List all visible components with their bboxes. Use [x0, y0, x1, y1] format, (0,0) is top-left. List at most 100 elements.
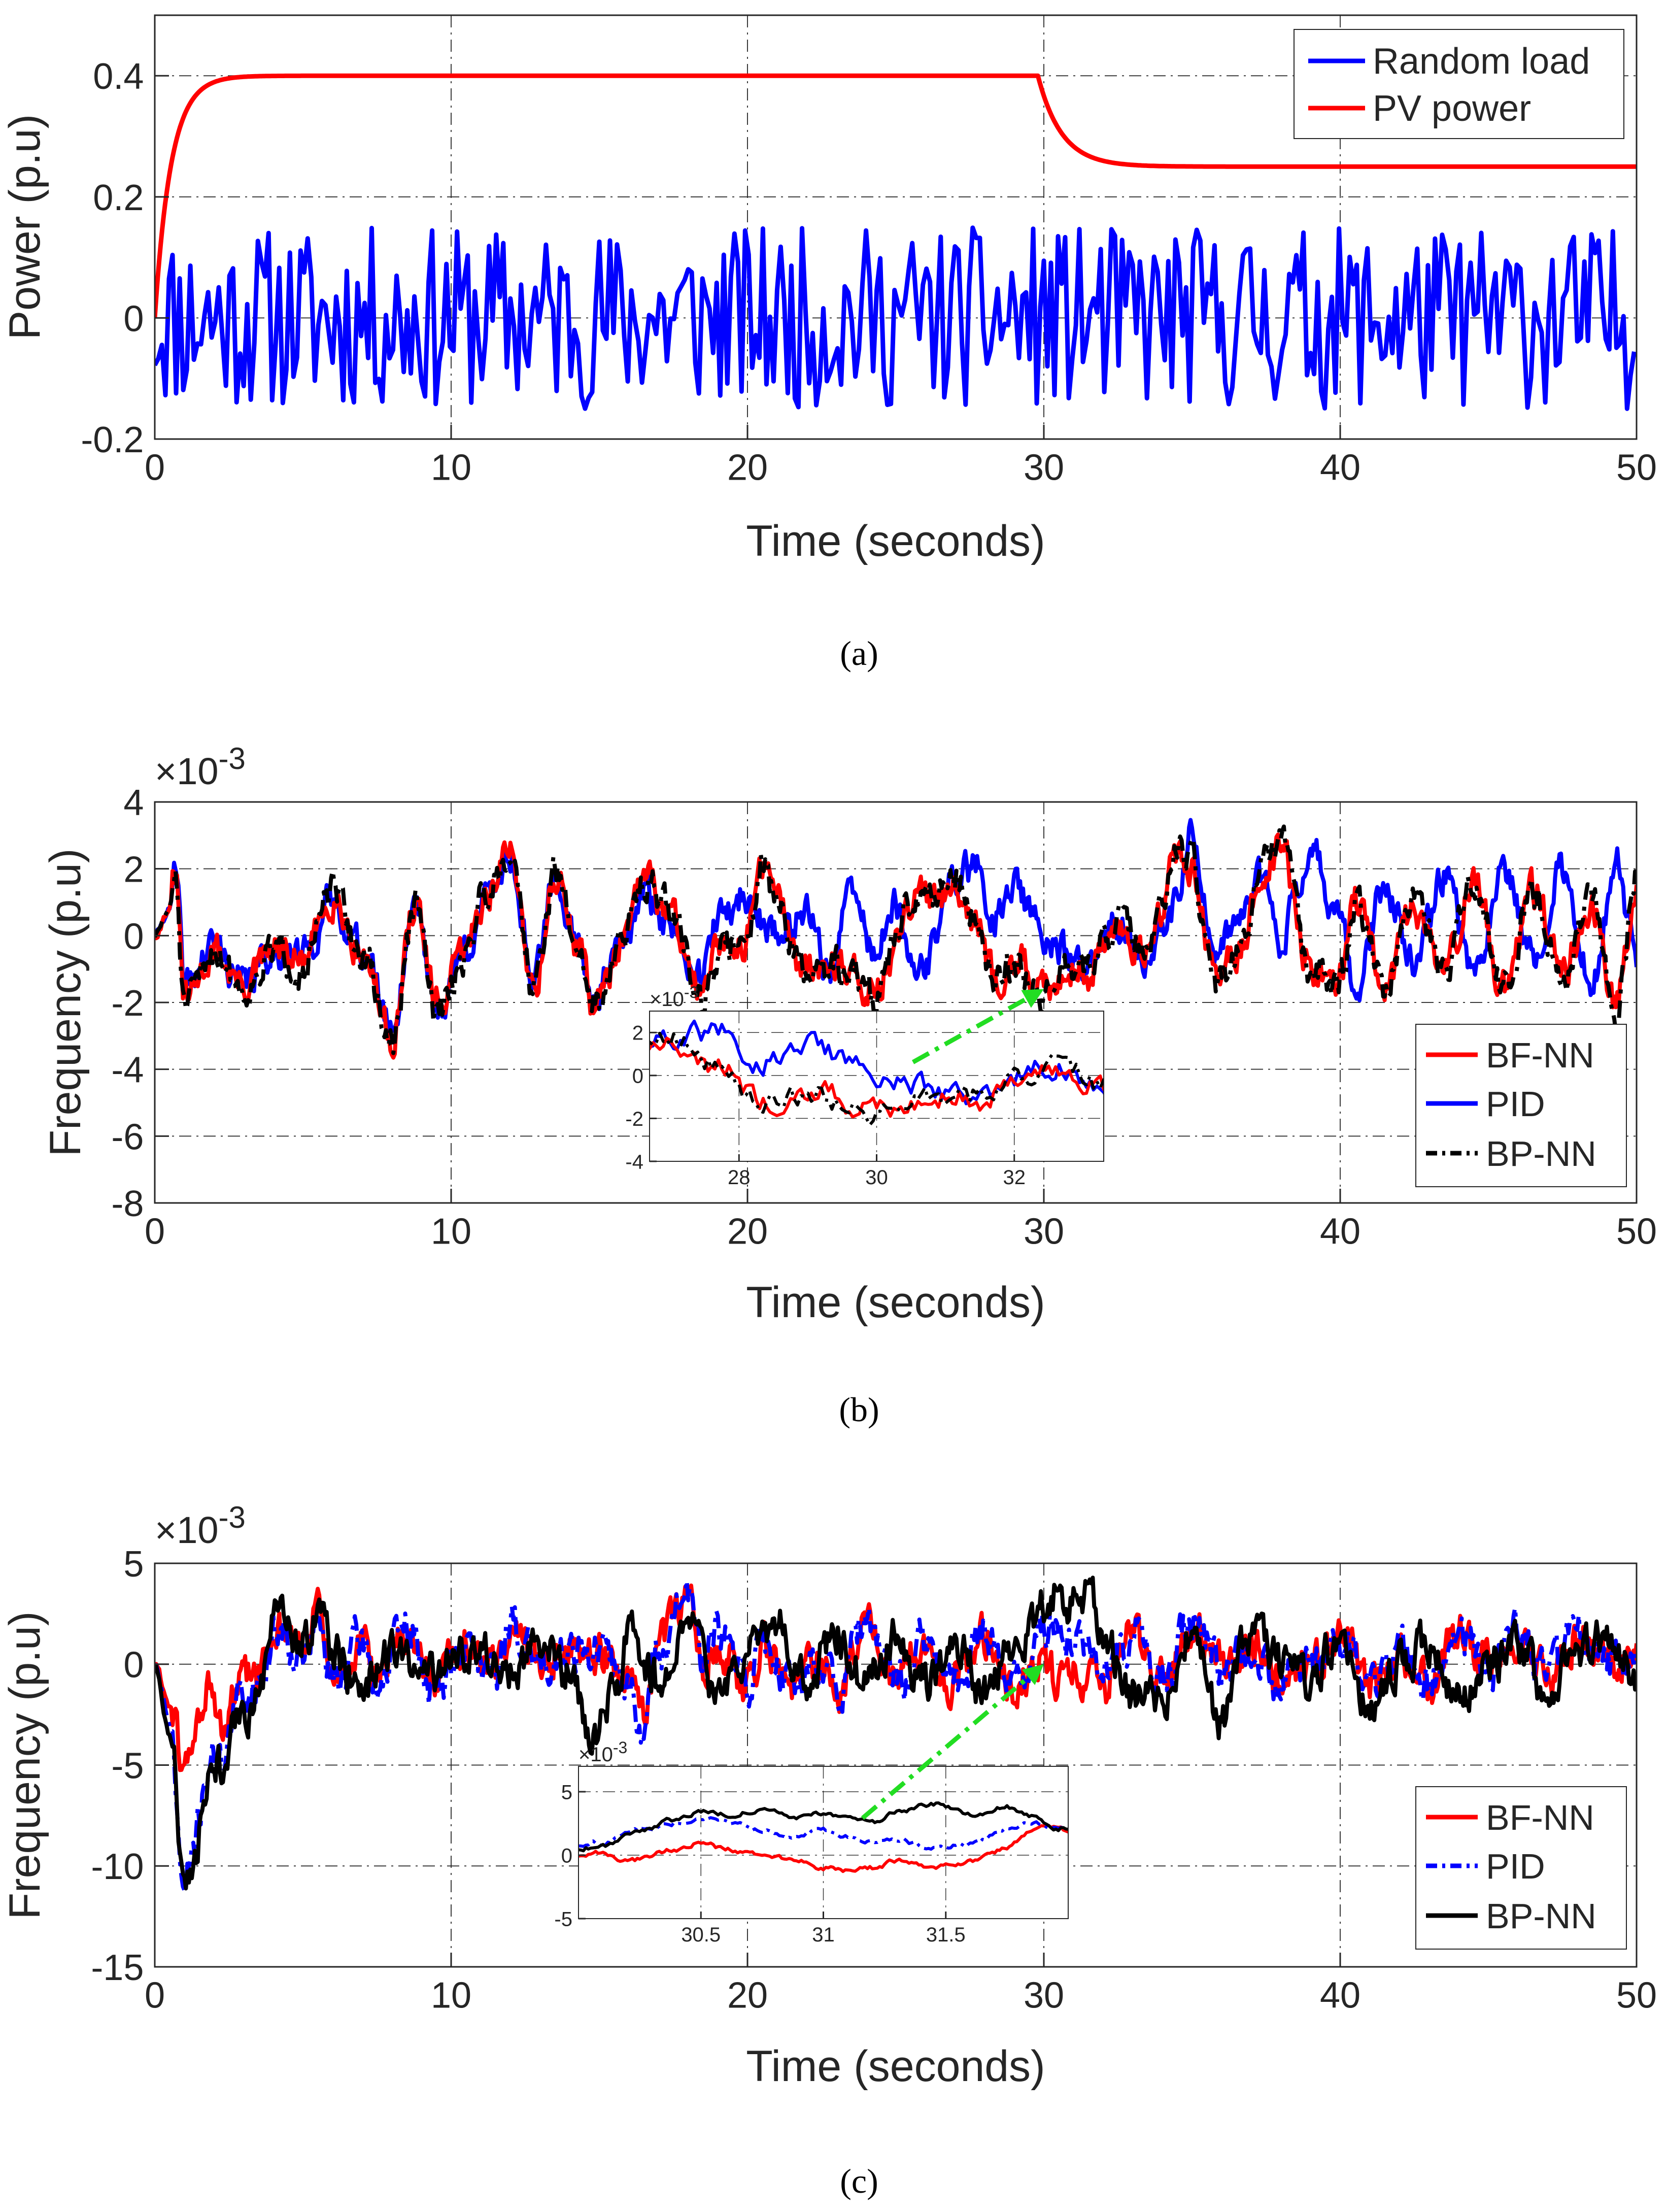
inset-series-line-b-pid: [650, 1019, 1104, 1105]
x-tick-label-b-main: 30: [1024, 1212, 1064, 1252]
x-tick-label-c-main: 40: [1320, 1975, 1360, 2016]
x-tick-label-a-main: 20: [727, 448, 768, 488]
y-tick-label-a-main: 0: [123, 298, 144, 339]
inset-lines-b: [650, 1019, 1104, 1127]
x-tick-label-c-main: 0: [145, 1975, 165, 2016]
legend-label-c-bf-nn: BF-NN: [1486, 1798, 1594, 1837]
y-tick-label-c-main: 0: [123, 1645, 144, 1686]
legend-box-a: [1294, 29, 1624, 139]
x-tick-label-a-main: 30: [1024, 448, 1064, 488]
ticks-a: 0 10 20 30 40 50-0.200.20.4: [81, 56, 1657, 488]
y-tick-label-b-main: 4: [123, 783, 144, 823]
x-axis-label-c: Time (seconds): [746, 2042, 1045, 2091]
inset-exponent-label-c: ×10-3: [579, 1738, 627, 1766]
x-tick-label-b-main: 10: [431, 1212, 471, 1252]
x-tick-label-b-inset: 32: [1003, 1166, 1026, 1189]
y-tick-label-b-inset: 0: [632, 1065, 643, 1087]
x-tick-label-a-main: 10: [431, 448, 471, 488]
inset-series-line-c-bp-nn: [579, 1801, 1068, 1853]
caption-a: (a): [840, 634, 878, 673]
x-tick-label-b-inset: 28: [728, 1166, 751, 1189]
y-tick-label-b-main: -6: [111, 1117, 144, 1157]
caption-b: (b): [839, 1390, 879, 1429]
x-tick-label-b-main: 0: [145, 1212, 165, 1252]
legend-label-b-bf-nn: BF-NN: [1486, 1035, 1594, 1075]
legend-label-b-bp-nn: BP-NN: [1486, 1134, 1596, 1174]
inset-series-line-b-bf-nn: [650, 1036, 1104, 1119]
legend-label-a-pv-power: PV power: [1373, 88, 1531, 129]
ticks-c: 0 10 20 30 40 50 -15 -10 -5 0 5: [91, 1544, 1657, 2016]
legend-b: BF-NN PID BP-NN: [1415, 1024, 1627, 1187]
x-tick-label-c-main: 30: [1024, 1975, 1064, 2016]
x-axis-label-a: Time (seconds): [746, 517, 1045, 565]
lines-c: [155, 1576, 1637, 1893]
legend-c: BF-NN PID BP-NN: [1415, 1786, 1627, 1950]
lines-a: [155, 73, 1637, 411]
x-tick-label-b-main: 20: [727, 1212, 768, 1252]
y-tick-label-a-main: 0.4: [93, 56, 144, 97]
chart-c: 0 10 20 30 40 50 -15 -10 -5 0 5 ×10-3 Time (second…: [1, 1500, 1657, 2091]
chart-a: 0 10 20 30 40 50-0.200.20.4 Time (seconds) Po…: [1, 14, 1657, 565]
x-tick-label-b-main: 50: [1616, 1212, 1657, 1252]
clip-c: [155, 1576, 1637, 1893]
exponent-label-b: ×10-3: [155, 742, 246, 792]
caption-c: (c): [840, 2162, 878, 2200]
y-axis-label-c: Frequency (p.u): [1, 1611, 49, 1919]
y-tick-label-b-inset: -4: [625, 1151, 643, 1173]
series-line-a-random-load: [155, 225, 1637, 411]
lines-b: [155, 818, 1637, 1060]
x-tick-label-c-inset: 30.5: [681, 1924, 721, 1946]
series-line-c-bp-nn: [155, 1576, 1637, 1891]
y-tick-label-b-main: -2: [111, 983, 144, 1024]
legend-label-c-pid: PID: [1486, 1847, 1545, 1886]
y-axis-label-a: Power (p.u): [1, 114, 49, 340]
y-tick-label-b-inset: 2: [632, 1022, 643, 1045]
zoom-arrow-c: [861, 1673, 1032, 1820]
x-tick-label-c-inset: 31: [812, 1924, 835, 1946]
legend-label-a-random-load: Random load: [1373, 41, 1590, 82]
clip-a: [155, 73, 1637, 411]
zoom-arrowhead-c: [1022, 1664, 1044, 1685]
y-tick-label-b-main: -4: [111, 1050, 144, 1091]
inset-ticks-c: 30.5 31 31.5 -5 0 5: [554, 1781, 965, 1946]
x-tick-label-a-main: 40: [1320, 448, 1360, 488]
x-tick-label-c-inset: 31.5: [926, 1924, 966, 1946]
series-line-b-bp-nn: [155, 824, 1637, 1055]
inset-ticks-b: 28 30 32 -4 -2 0 2: [625, 1022, 1026, 1189]
legend-a: Random load PV power: [1294, 29, 1624, 139]
zoom-arrow-b: [911, 995, 1030, 1064]
y-tick-label-c-inset: 5: [561, 1781, 572, 1803]
inset-series-line-b-bp-nn: [650, 1031, 1104, 1127]
inset-exponent-label-b: ×10-3: [650, 983, 698, 1011]
y-tick-label-c-main: -5: [111, 1746, 144, 1786]
y-tick-label-b-inset: -2: [625, 1108, 643, 1130]
y-tick-label-b-main: 2: [123, 850, 144, 890]
inset-lines-c: [579, 1801, 1068, 1873]
y-tick-label-c-main: -15: [91, 1948, 144, 1988]
x-tick-label-b-main: 40: [1320, 1212, 1360, 1252]
x-tick-label-c-main: 20: [727, 1975, 768, 2016]
clip-b: [155, 818, 1637, 1060]
y-tick-label-b-main: -8: [111, 1184, 144, 1224]
legend-label-c-bp-nn: BP-NN: [1486, 1896, 1596, 1936]
legend-label-b-pid: PID: [1486, 1084, 1545, 1124]
inset-clip-c: [579, 1801, 1068, 1873]
inset-b: 28 30 32 -4 -2 0 2 ×10-3: [625, 983, 1104, 1189]
zoom-arrowhead-b: [1021, 989, 1044, 1008]
y-tick-label-c-main: -10: [91, 1847, 144, 1887]
inset-series-line-c-bf-nn: [579, 1824, 1068, 1873]
inset-c: 30.5 31 31.5 -5 0 5 ×10-3: [554, 1664, 1069, 1946]
x-tick-label-b-inset: 30: [865, 1166, 888, 1189]
x-axis-label-b: Time (seconds): [746, 1278, 1045, 1327]
y-tick-label-b-main: 0: [123, 916, 144, 957]
y-axis-label-b: Frequency (p.u): [41, 848, 90, 1156]
x-tick-label-c-main: 50: [1616, 1975, 1657, 2016]
inset-series-line-c-pid: [579, 1816, 1068, 1851]
exponent-label-c: ×10-3: [155, 1500, 246, 1551]
x-tick-label-c-main: 10: [431, 1975, 471, 2016]
y-tick-label-a-main: -0.2: [81, 420, 144, 460]
y-tick-label-c-inset: 0: [561, 1845, 572, 1867]
